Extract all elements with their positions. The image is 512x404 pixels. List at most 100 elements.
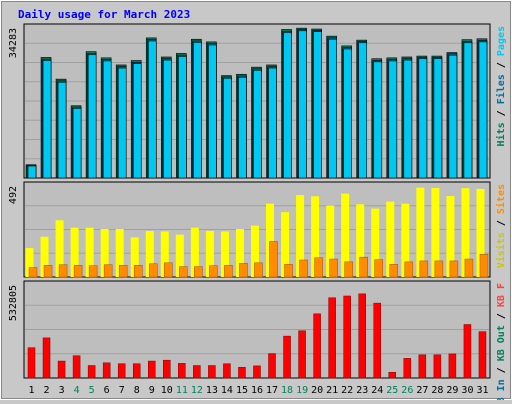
x-label-day-31: 31 — [476, 385, 488, 396]
x-label-day-8: 8 — [134, 385, 140, 396]
bar-visits-day-23 — [356, 204, 365, 277]
bar-kbf-day-20 — [313, 313, 321, 379]
bar-kbf-day-13 — [208, 365, 216, 379]
x-label-day-5: 5 — [89, 385, 95, 396]
bar-pages-day-5 — [87, 54, 97, 179]
bar-visits-day-24 — [371, 208, 380, 277]
bar-kbf-day-31 — [478, 331, 487, 379]
bar-pages-day-17 — [268, 67, 277, 179]
bar-visits-day-3 — [55, 220, 64, 277]
bar-sites-day-11 — [179, 266, 188, 278]
bar-sites-day-16 — [254, 262, 263, 278]
x-label-day-6: 6 — [104, 385, 110, 396]
bar-sites-day-23 — [359, 256, 368, 278]
bar-pages-day-16 — [253, 69, 262, 179]
bar-kbf-day-14 — [223, 363, 231, 379]
x-axis-labels: 1 2 3 4 5 6 7 8 9 10 11 12 13 14 15 16 17 18 19 20 21 22 23 24 2… — [29, 385, 489, 396]
x-label-day-20: 20 — [311, 385, 323, 396]
bar-kbf-day-24 — [373, 302, 381, 379]
bar-kbf-day-18 — [283, 335, 291, 379]
x-label-day-9: 9 — [149, 385, 155, 396]
bar-kbf-day-3 — [57, 360, 66, 379]
bar-visits-day-30 — [461, 188, 470, 277]
bar-pages-day-11 — [178, 56, 187, 179]
bar-kbf-day-29 — [448, 353, 457, 379]
legend-separator: / — [496, 56, 507, 74]
bar-kbf-day-28 — [433, 354, 442, 379]
x-label-day-13: 13 — [206, 385, 218, 396]
bar-visits-day-29 — [446, 196, 455, 277]
bar-visits-day-11 — [175, 234, 184, 277]
x-label-day-11: 11 — [176, 385, 188, 396]
bar-pages-day-14 — [223, 77, 232, 179]
x-label-day-24: 24 — [371, 385, 383, 396]
legend-entry: KB Out — [496, 325, 507, 361]
bar-sites-day-17 — [269, 241, 278, 278]
bar-visits-day-1 — [25, 248, 34, 277]
bar-visits-day-22 — [341, 193, 350, 277]
bar-pages-day-19 — [298, 30, 307, 179]
bar-kbf-day-11 — [178, 363, 186, 379]
bar-pages-day-15 — [238, 77, 247, 179]
bar-sites-day-8 — [133, 265, 143, 278]
legend-separator: / — [496, 104, 507, 122]
bar-sites-day-29 — [449, 260, 459, 278]
bar-kbf-day-30 — [463, 324, 472, 379]
x-label-day-1: 1 — [29, 385, 35, 396]
bar-kbf-day-22 — [343, 295, 351, 379]
bar-pages-day-27 — [418, 58, 428, 179]
legend-entry: KB In — [496, 379, 507, 400]
x-label-day-30: 30 — [461, 385, 473, 396]
bar-visits-day-28 — [431, 187, 440, 277]
panel-hits: 34283 Hits / Files / Pages — [8, 23, 507, 179]
legend-entry: Visits — [495, 232, 507, 268]
bar-sites-day-12 — [194, 266, 203, 278]
bar-visits-day-21 — [326, 205, 335, 277]
bar-kbf-day-26 — [403, 358, 412, 379]
bar-pages-day-26 — [403, 59, 413, 179]
bar-visits-day-27 — [416, 187, 425, 277]
x-label-day-10: 10 — [161, 385, 173, 396]
bar-sites-day-25 — [389, 264, 399, 278]
bar-pages-day-29 — [448, 54, 458, 179]
bar-visits-day-31 — [476, 188, 485, 277]
x-label-day-21: 21 — [326, 385, 338, 396]
bar-sites-day-13 — [209, 265, 218, 278]
legend-separator: / — [496, 361, 507, 379]
x-label-day-23: 23 — [356, 385, 368, 396]
bar-sites-day-6 — [103, 264, 113, 278]
bar-kbf-day-5 — [87, 365, 96, 379]
bar-kbf-day-9 — [148, 360, 156, 379]
bar-sites-day-27 — [419, 260, 429, 278]
bar-sites-day-4 — [73, 265, 83, 278]
y-max-label-hits: 34283 — [8, 28, 19, 58]
bar-pages-day-12 — [193, 42, 202, 179]
bar-pages-day-22 — [343, 48, 352, 179]
bar-pages-day-7 — [117, 67, 127, 179]
x-label-day-4: 4 — [74, 385, 80, 396]
bar-visits-day-5 — [85, 227, 94, 277]
bar-sites-day-28 — [434, 260, 444, 278]
bar-pages-day-25 — [388, 60, 398, 179]
bar-pages-day-31 — [478, 41, 488, 179]
bar-kbf-day-10 — [163, 359, 171, 379]
bar-sites-day-2 — [43, 265, 53, 278]
bar-pages-day-21 — [328, 38, 337, 179]
bar-kbf-day-16 — [253, 365, 261, 379]
legend-separator: / — [496, 307, 507, 325]
x-label-day-19: 19 — [296, 385, 308, 396]
bar-visits-day-25 — [386, 201, 395, 277]
y-max-label-visits: 492 — [8, 186, 19, 204]
bar-kbf-day-8 — [132, 363, 141, 379]
bar-sites-day-7 — [118, 265, 128, 278]
x-label-day-3: 3 — [59, 385, 65, 396]
x-label-day-17: 17 — [266, 385, 278, 396]
bar-pages-day-23 — [358, 42, 368, 179]
legend-entry: Sites — [495, 184, 507, 214]
bar-visits-day-20 — [311, 196, 320, 277]
bar-visits-day-12 — [190, 227, 199, 277]
bar-sites-day-18 — [284, 264, 293, 278]
bar-kbf-day-15 — [238, 367, 246, 379]
bar-visits-day-6 — [100, 228, 109, 277]
